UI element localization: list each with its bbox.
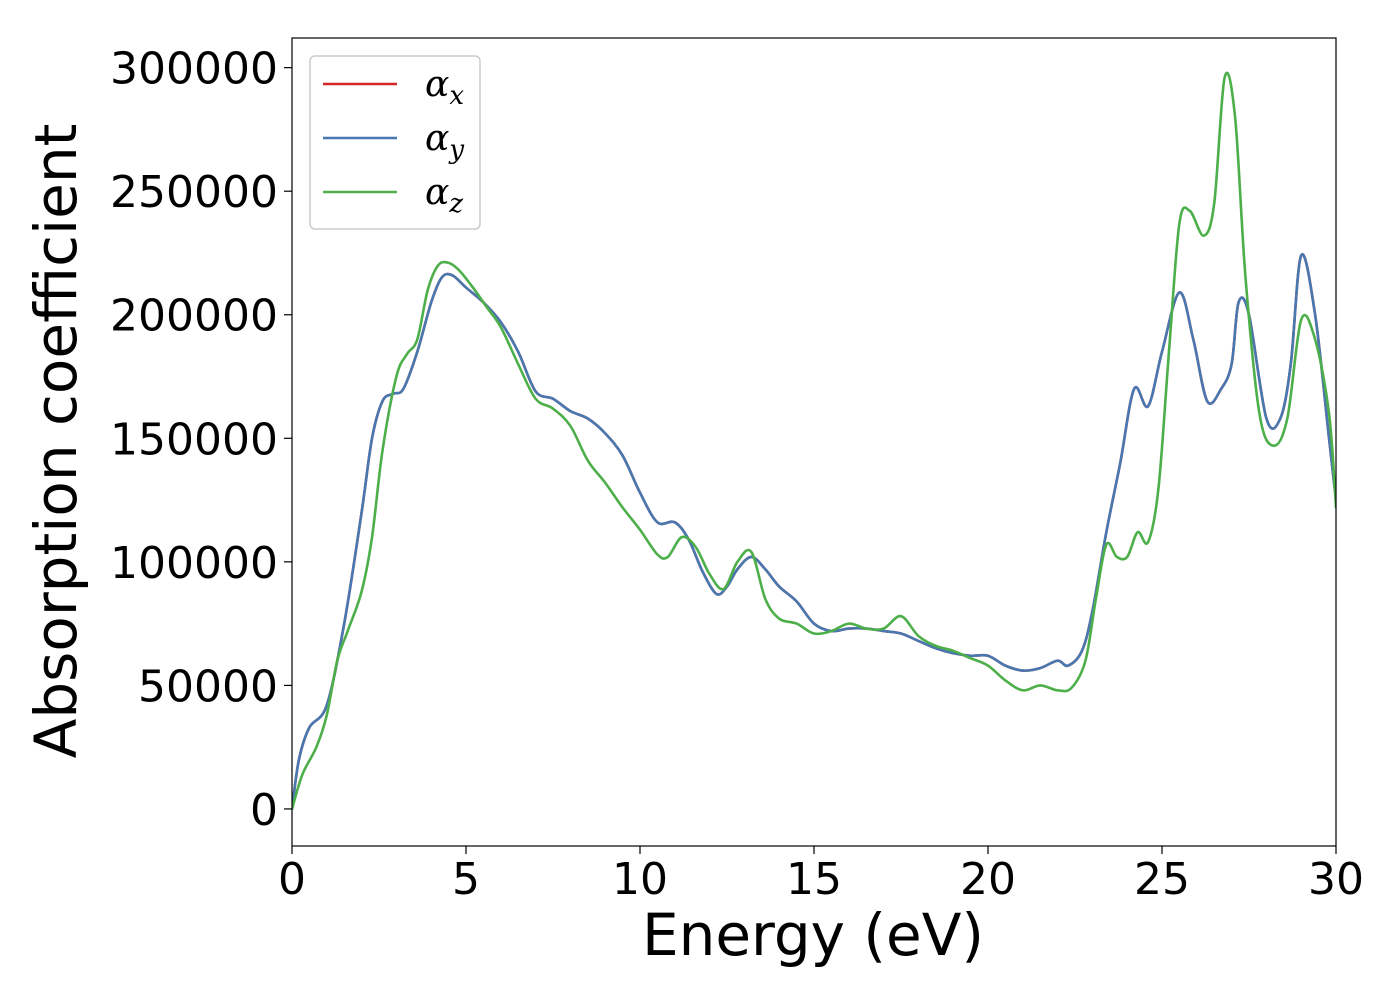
legend-label-alpha-z: αz	[425, 172, 463, 219]
series-line-alpha-y	[292, 253, 1336, 811]
y-tick-label: 300000	[110, 44, 278, 95]
x-tick-label: 20	[960, 854, 1016, 905]
series-line-alpha-x	[292, 253, 1336, 811]
x-axis-title: Energy (eV)	[642, 901, 984, 969]
y-tick-label: 50000	[138, 661, 278, 712]
x-tick-label: 10	[612, 854, 668, 905]
x-tick-label: 30	[1308, 854, 1364, 905]
series-line-alpha-z	[292, 71, 1336, 811]
x-tick-label: 15	[786, 854, 842, 905]
y-tick-label: 250000	[110, 167, 278, 218]
legend-subscript: x	[449, 81, 464, 111]
y-tick-label: 200000	[110, 291, 278, 342]
y-tick-label: 100000	[110, 538, 278, 589]
legend-symbol: α	[425, 64, 449, 105]
legend-symbol: α	[425, 172, 449, 213]
legend-label-alpha-x: αx	[425, 64, 464, 111]
x-tick-label: 0	[278, 854, 306, 905]
y-tick-label: 0	[250, 785, 278, 836]
legend-subscript: y	[448, 135, 464, 165]
legend-box	[309, 55, 481, 230]
y-axis-title: Absorption coefficient	[22, 124, 90, 759]
legend-subscript: z	[448, 189, 463, 219]
legend-symbol: α	[425, 118, 449, 159]
x-axis-ticks: 0 5 10 15 20 25 30	[278, 846, 1364, 905]
y-tick-label: 150000	[110, 414, 278, 465]
y-axis-ticks: 0 50000 100000 150000 200000 250000 300000	[110, 44, 292, 836]
legend-label-alpha-y: αy	[425, 118, 464, 165]
x-tick-label: 5	[452, 854, 480, 905]
x-tick-label: 25	[1134, 854, 1190, 905]
